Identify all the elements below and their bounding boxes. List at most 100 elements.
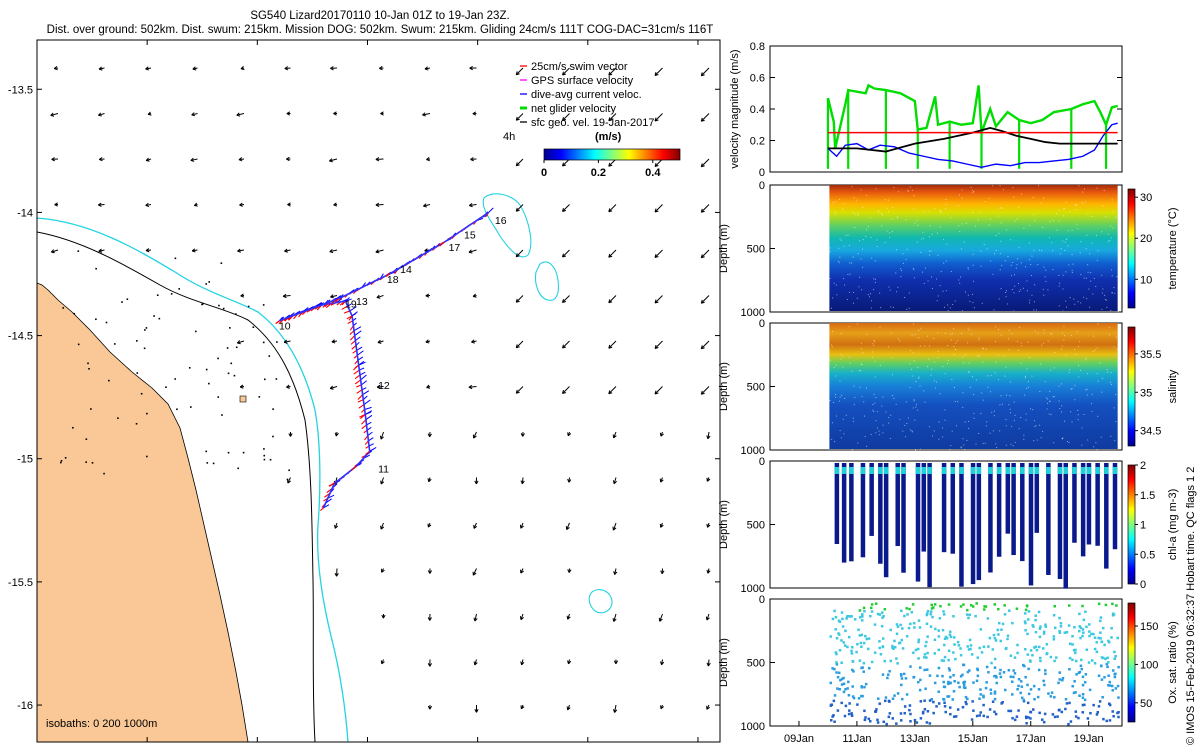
current-arrow xyxy=(515,158,524,167)
current-arrowhead xyxy=(659,661,665,666)
current-arrow xyxy=(423,204,431,207)
oxygen-sample xyxy=(834,615,838,619)
oxygen-sample xyxy=(982,645,986,649)
temperature-sample-dot xyxy=(961,197,963,199)
salinity-sample-dot xyxy=(891,374,893,376)
temperature-sample-dot xyxy=(946,243,948,245)
oxygen-sample xyxy=(1117,696,1120,699)
salinity-sample-dot xyxy=(1005,425,1007,427)
temperature-cbar-tick-label: 20 xyxy=(1140,233,1152,245)
temperature-sample-dot xyxy=(1007,256,1009,258)
dac-vector xyxy=(367,431,373,436)
salinity-sample-dot xyxy=(893,397,895,399)
salinity-sample-dot xyxy=(966,439,968,441)
salinity-sample-dot xyxy=(895,403,897,405)
oxygen-ytick-label: 0 xyxy=(759,594,765,606)
oxygen-sample xyxy=(923,668,926,672)
oxygen-sample xyxy=(912,675,916,679)
current-arrowhead xyxy=(375,249,380,254)
oxygen-sample xyxy=(1049,695,1053,698)
temperature-sample-dot xyxy=(1045,269,1047,271)
oxygen-sample xyxy=(1074,710,1078,713)
oxygen-sample xyxy=(1078,694,1081,697)
oxygen-sample xyxy=(1110,636,1113,639)
oxygen-sample xyxy=(992,633,996,637)
salinity-sample-dot xyxy=(1067,440,1069,442)
temperature-sample-dot xyxy=(884,241,886,243)
salinity-sample-dot xyxy=(835,364,837,366)
temperature-sample-dot xyxy=(1089,253,1091,255)
chl-a-colorbar xyxy=(1127,464,1136,585)
salinity-sample-dot xyxy=(1045,397,1047,399)
current-arrowhead xyxy=(471,339,475,344)
velocity-ytick-label: 0 xyxy=(759,167,765,179)
oxygen-sample xyxy=(876,612,880,616)
oxygen-sample xyxy=(976,674,980,678)
oxygen-sample xyxy=(925,622,929,626)
salinity-sample-dot xyxy=(1058,385,1060,387)
temperature-sample-dot xyxy=(945,203,947,205)
oxygen-sample xyxy=(863,685,866,689)
temperature-sample-dot xyxy=(839,238,841,240)
current-arrowhead xyxy=(427,478,432,483)
oxygen-sample xyxy=(891,717,895,720)
salinity-sample-dot xyxy=(962,406,964,408)
chl-profile-cast xyxy=(996,463,1002,557)
temperature-sample-dot xyxy=(939,285,941,287)
current-arrowhead xyxy=(468,249,473,254)
oxygen-sample xyxy=(932,711,935,715)
reef-dot xyxy=(258,396,261,398)
oxygen-sample xyxy=(983,605,986,608)
oxygen-sample xyxy=(1074,691,1077,694)
salinity-sample-dot xyxy=(1115,393,1117,395)
oxygen-sample xyxy=(1016,651,1019,655)
oxygen-sample xyxy=(1065,631,1069,634)
temperature-sample-dot xyxy=(1052,220,1054,222)
oxygen-sample xyxy=(972,681,975,684)
oxygen-sample xyxy=(967,648,971,651)
salinity-sample-dot xyxy=(863,415,865,417)
temperature-sample-dot xyxy=(971,293,973,295)
oxygen-sample xyxy=(943,701,946,705)
track-segment xyxy=(344,300,353,317)
salinity-sample-dot xyxy=(1117,364,1119,366)
oxygen-sample xyxy=(1087,661,1091,664)
oxygen-sample xyxy=(907,626,911,630)
current-arrowhead xyxy=(562,344,566,349)
current-arrowhead xyxy=(654,162,659,167)
salinity-sample-dot xyxy=(833,367,835,369)
reef-dot xyxy=(64,457,67,459)
temperature-sample-dot xyxy=(994,253,996,255)
oxygen-sample xyxy=(1068,656,1072,660)
oxygen-sample xyxy=(1108,719,1112,722)
temperature-sample-dot xyxy=(992,273,994,275)
current-arrow xyxy=(562,249,570,258)
oxygen-sample xyxy=(1058,678,1061,681)
current-arrow xyxy=(562,340,570,349)
oxygen-sample xyxy=(1083,703,1086,707)
reef-dot xyxy=(247,305,250,308)
salinity-sample-dot xyxy=(973,417,975,419)
oxygen-sample xyxy=(993,692,997,695)
oxygen-ytick-label: 1000 xyxy=(741,721,765,733)
chl-profile-cast xyxy=(1095,463,1100,546)
temperature-ytick-label: 500 xyxy=(747,244,765,256)
temperature-sample-dot xyxy=(1028,302,1030,304)
temperature-sample-dot xyxy=(1056,213,1058,215)
oxygen-sample xyxy=(1016,643,1019,647)
time-tick-label: 11Jan xyxy=(842,733,871,745)
salinity-sample-dot xyxy=(1028,357,1030,359)
temperature-sample-dot xyxy=(927,280,929,282)
oxygen-sample xyxy=(982,695,985,699)
salinity-sample-dot xyxy=(1009,412,1011,414)
salinity-sample-dot xyxy=(1008,349,1010,351)
temperature-sample-dot xyxy=(1017,282,1019,284)
temperature-sample-dot xyxy=(1058,209,1060,211)
reef-dot xyxy=(230,362,233,365)
oxygen-sample xyxy=(862,641,866,645)
temperature-sample-dot xyxy=(1110,225,1112,227)
temperature-sample-dot xyxy=(892,206,894,208)
salinity-sample-dot xyxy=(994,341,996,343)
salinity-sample-dot xyxy=(993,415,995,417)
reef-dot xyxy=(222,307,225,310)
